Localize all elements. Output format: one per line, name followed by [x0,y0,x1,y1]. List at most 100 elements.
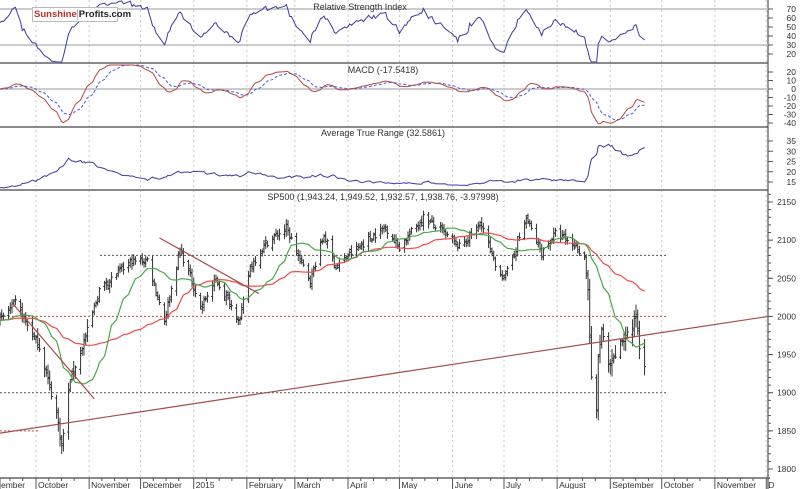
macd-y-tick-label: -20 [784,101,797,111]
x-tick-label: October [664,480,694,489]
ohlc-bar [526,213,530,225]
panel-separator [0,62,768,64]
ohlc-bar [488,236,492,254]
ohlc-bar [408,228,412,241]
ohlc-bar [49,381,53,400]
macd-y-tick-label: 20 [787,67,797,77]
ohlc-bar [139,255,143,265]
ohlc-bar [67,382,71,440]
x-tick-label: 2015 [196,480,215,489]
rsi-line [0,0,645,63]
ohlc-bar [324,231,328,244]
ohlc-bar [7,306,11,320]
ohlc-bar [85,319,89,343]
ohlc-bar [358,242,362,250]
ohlc-bar [560,230,564,241]
ohlc-bar [385,225,389,239]
ohlc-bar [176,251,180,271]
rsi-y-tick-label: 20 [787,49,797,59]
ohlc-bar [253,256,257,266]
ohlc-bar [394,234,398,248]
ohlc-bar [236,316,240,326]
ohlc-bar [608,359,612,375]
x-tick-label: June [455,480,474,489]
ohlc-bar [152,278,156,287]
ohlc-bar [115,273,119,280]
sunshine-profits-logo[interactable]: Sunshine Profits.com [32,7,132,22]
logo-part2: Profits.com [76,9,132,20]
price-y-tick-label: 1800 [777,464,796,474]
price-y-tick-label: 1900 [777,388,796,398]
macd-line [0,64,645,125]
ohlc-bar [361,239,365,252]
ohlc-bar [416,221,420,232]
trendline [0,315,769,434]
ohlc-bar [538,239,542,253]
ohlc-bar [313,262,317,272]
ohlc-bar [240,303,244,321]
ohlc-bar [202,295,206,312]
panel-separator [0,126,768,128]
ohlc-bar [298,250,302,265]
ohlc-bar [427,211,431,229]
ohlc-bar [382,224,386,233]
ohlc-bar [276,230,280,240]
rsi-y-tick-label: 40 [787,31,797,41]
ohlc-bar [157,294,161,306]
ohlc-bar [428,219,432,224]
ohlc-bar [271,235,275,252]
x-tick-label: ember [1,480,25,489]
trendline [11,302,95,400]
ohlc-bar [454,237,458,248]
ohlc-bar [457,239,461,249]
x-tick-label: April [350,480,367,489]
rsi-title: Relative Strength Index [313,2,407,12]
ohlc-bar [511,254,515,271]
ohlc-bar [43,346,47,378]
x-tick-label: March [297,480,321,489]
x-tick-label: November [91,480,130,489]
ohlc-bar [120,263,124,272]
ohlc-bar [596,354,600,421]
ohlc-bar [252,257,256,273]
ohlc-bar [475,224,479,240]
ohlc-bar [409,226,413,235]
ohlc-bar [44,365,48,377]
ohlc-bar [265,241,269,248]
ohlc-bar [133,256,137,265]
logo-part1: Sunshine [34,9,77,20]
price-y-tick-label: 1950 [777,350,796,360]
ohlc-bar [584,254,588,280]
ohlc-bar [301,259,305,267]
ohlc-bar [607,332,611,373]
price-y-tick-label: 2100 [777,235,796,245]
ohlc-bar [516,235,520,257]
ohlc-bar [91,310,95,328]
ohlc-bar [199,292,203,310]
rsi-y-tick-label: 50 [787,22,797,32]
ohlc-bar [13,295,17,306]
macd-panel [0,64,645,125]
ohlc-bar [610,348,614,377]
macd-signal-line [0,64,645,121]
price-y-tick-label: 2000 [777,311,796,321]
ohlc-bar [487,225,491,249]
ohlc-bar [480,217,484,232]
ohlc-bar [334,265,338,271]
ohlc-bar [154,283,158,297]
ohlc-bar [259,249,263,269]
x-tick-label: February [249,480,284,489]
ohlc-bar [540,243,544,261]
ohlc-bar [493,256,497,271]
ohlc-bar [620,339,624,347]
ohlc-bar [97,286,101,303]
short-moving-average [0,227,645,385]
ohlc-bar [637,320,641,360]
x-tick-label: August [559,480,586,489]
trendline [159,237,260,295]
ohlc-bar [528,219,532,227]
ohlc-bar [432,216,436,230]
ohlc-bar [613,345,617,359]
ohlc-bar [145,256,149,262]
ohlc-bar [187,259,191,276]
